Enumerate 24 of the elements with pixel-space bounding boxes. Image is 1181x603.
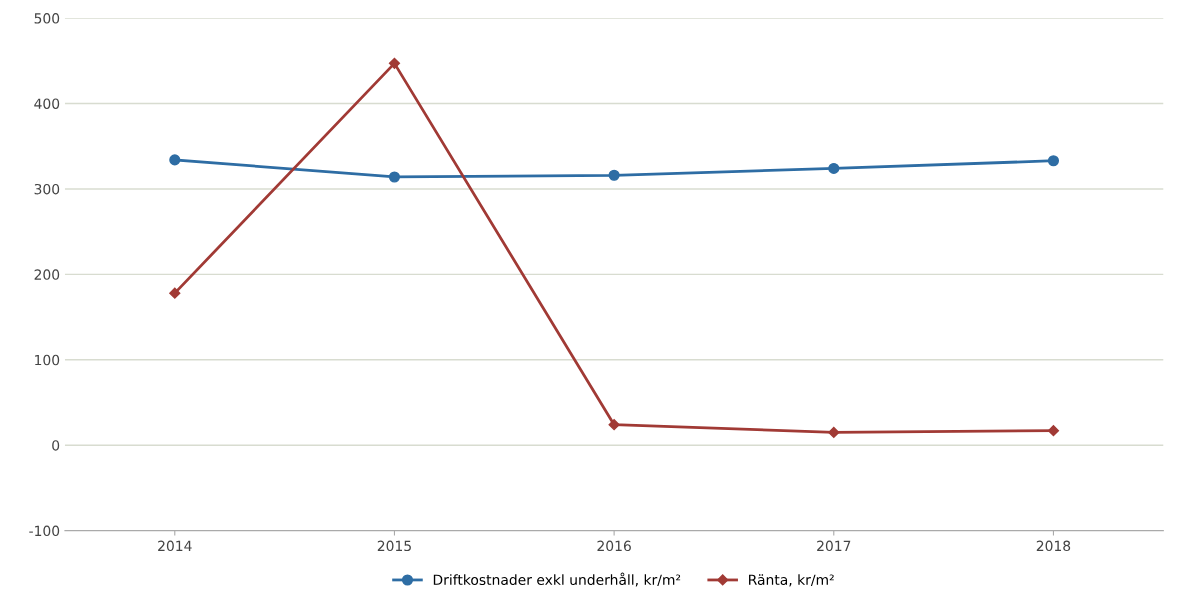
point <box>169 287 181 299</box>
x-tick-label: 2015 <box>377 540 411 552</box>
y-tick-label: 300 <box>34 183 60 195</box>
legend-label: Driftkostnader exkl underhåll, kr/m² <box>433 572 681 587</box>
point <box>388 171 401 183</box>
point <box>169 154 181 166</box>
y-tick-label: 100 <box>35 354 60 366</box>
point <box>1047 425 1060 437</box>
x-tick-label: 2016 <box>597 540 631 552</box>
point <box>828 162 840 174</box>
x-tick-label: 2014 <box>158 540 192 552</box>
point <box>608 169 620 181</box>
y-tick-label: -100 <box>29 525 60 537</box>
point <box>388 57 401 69</box>
y-tick-label: 200 <box>34 269 60 280</box>
y-tick-label: 400 <box>34 98 60 109</box>
x-tick-label: 2017 <box>817 540 851 552</box>
legend-label: Ränta, kr/m² <box>749 574 834 587</box>
y-tick-label: 0 <box>52 440 60 451</box>
point <box>828 426 840 439</box>
y-tick-label: 500 <box>34 13 60 24</box>
point <box>608 419 620 431</box>
point <box>1047 155 1060 167</box>
x-tick-label: 2018 <box>1036 540 1071 552</box>
